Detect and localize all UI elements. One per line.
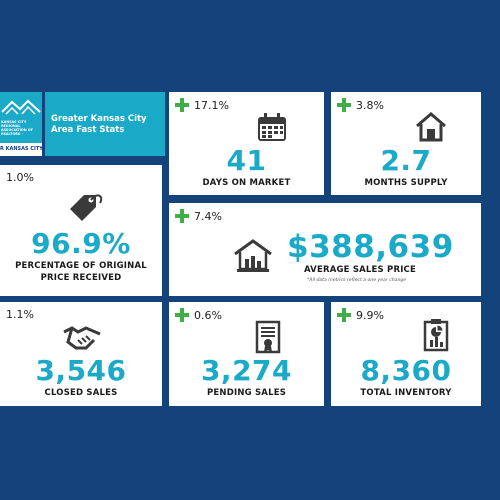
change-value: 7.4%	[194, 209, 222, 223]
change-value: 1.1%	[6, 308, 34, 321]
stat-label-line1: PERCENTAGE OF ORIGINAL	[15, 261, 147, 271]
logo-strip	[0, 143, 42, 156]
plus-icon	[175, 209, 189, 223]
change-value: 9.9%	[356, 308, 384, 322]
plus-icon	[337, 98, 351, 112]
stat-label-line2: PRICE RECEIVED	[40, 273, 122, 283]
stat-value: 2.7	[380, 144, 432, 177]
change-value: 1.0%	[6, 171, 34, 184]
stat-label: TOTAL INVENTORY	[360, 388, 452, 398]
change-indicator: 9.9%	[337, 308, 384, 322]
pending-sales-card: 0.6% 3,274 PENDING SALES	[169, 302, 324, 406]
stat-label: PENDING SALES	[206, 388, 287, 398]
page-title: Greater Kansas City Area Fast Stats	[51, 114, 147, 135]
handshake-icon	[63, 326, 101, 350]
closed-sales-card: 1.1% 3,546 CLOSED SALES	[0, 302, 162, 406]
stat-value: 8,360	[360, 354, 452, 387]
change-value: 3.8%	[356, 98, 384, 112]
stat-value: 96.9%	[31, 227, 131, 260]
stat-label: AVERAGE SALES PRICE	[303, 265, 417, 275]
change-indicator: 7.4%	[175, 209, 222, 223]
stat-value: $388,639	[287, 229, 454, 265]
change-indicator: 0.6%	[175, 308, 222, 322]
stat-value: 41	[226, 144, 267, 177]
stat-value: 3,274	[200, 354, 293, 387]
footnote: *All data metrics reflect a one year cha…	[307, 278, 407, 283]
plus-icon	[175, 308, 189, 322]
logo-houses-icon	[1, 99, 41, 115]
stat-label: MONTHS SUPPLY	[364, 178, 448, 188]
calendar-icon	[258, 113, 286, 141]
plus-icon	[337, 308, 351, 322]
change-indicator: 1.1%	[6, 308, 34, 321]
stat-value: 3,546	[35, 354, 127, 387]
stat-label: CLOSED SALES	[44, 388, 118, 398]
document-icon	[255, 320, 281, 354]
change-value: 17.1%	[194, 98, 229, 112]
change-value: 0.6%	[194, 308, 222, 322]
days-on-market-card: 17.1% 41 DAYS ON MARKET	[169, 92, 324, 195]
average-sales-price-card: 7.4% $388,639 AVERAGE SALES PRICE *All d…	[169, 203, 481, 296]
percentage-original-price-card: 1.0% 96.9% PERCENTAGE OF ORIGINAL PRICE …	[0, 165, 162, 296]
house-icon	[416, 112, 446, 142]
change-indicator: 3.8%	[337, 98, 384, 112]
stat-label: DAYS ON MARKET	[202, 178, 291, 188]
months-supply-card: 3.8% 2.7 MONTHS SUPPLY	[331, 92, 481, 195]
logo-strip-text: R KANSAS CITY	[0, 146, 43, 152]
change-indicator: 1.0%	[6, 171, 34, 184]
house-chart-icon	[234, 239, 272, 272]
logo-small-text: KANSAS CITY REGIONAL ASSOCIATION OF REAL…	[1, 120, 34, 136]
header-block: Greater Kansas City Area Fast Stats	[45, 92, 165, 156]
clipboard-chart-icon	[423, 319, 449, 352]
total-inventory-card: 9.9% 8,360 TOTAL INVENTORY	[331, 302, 481, 406]
price-tag-icon	[70, 194, 103, 221]
plus-icon	[175, 98, 189, 112]
change-indicator: 17.1%	[175, 98, 229, 112]
